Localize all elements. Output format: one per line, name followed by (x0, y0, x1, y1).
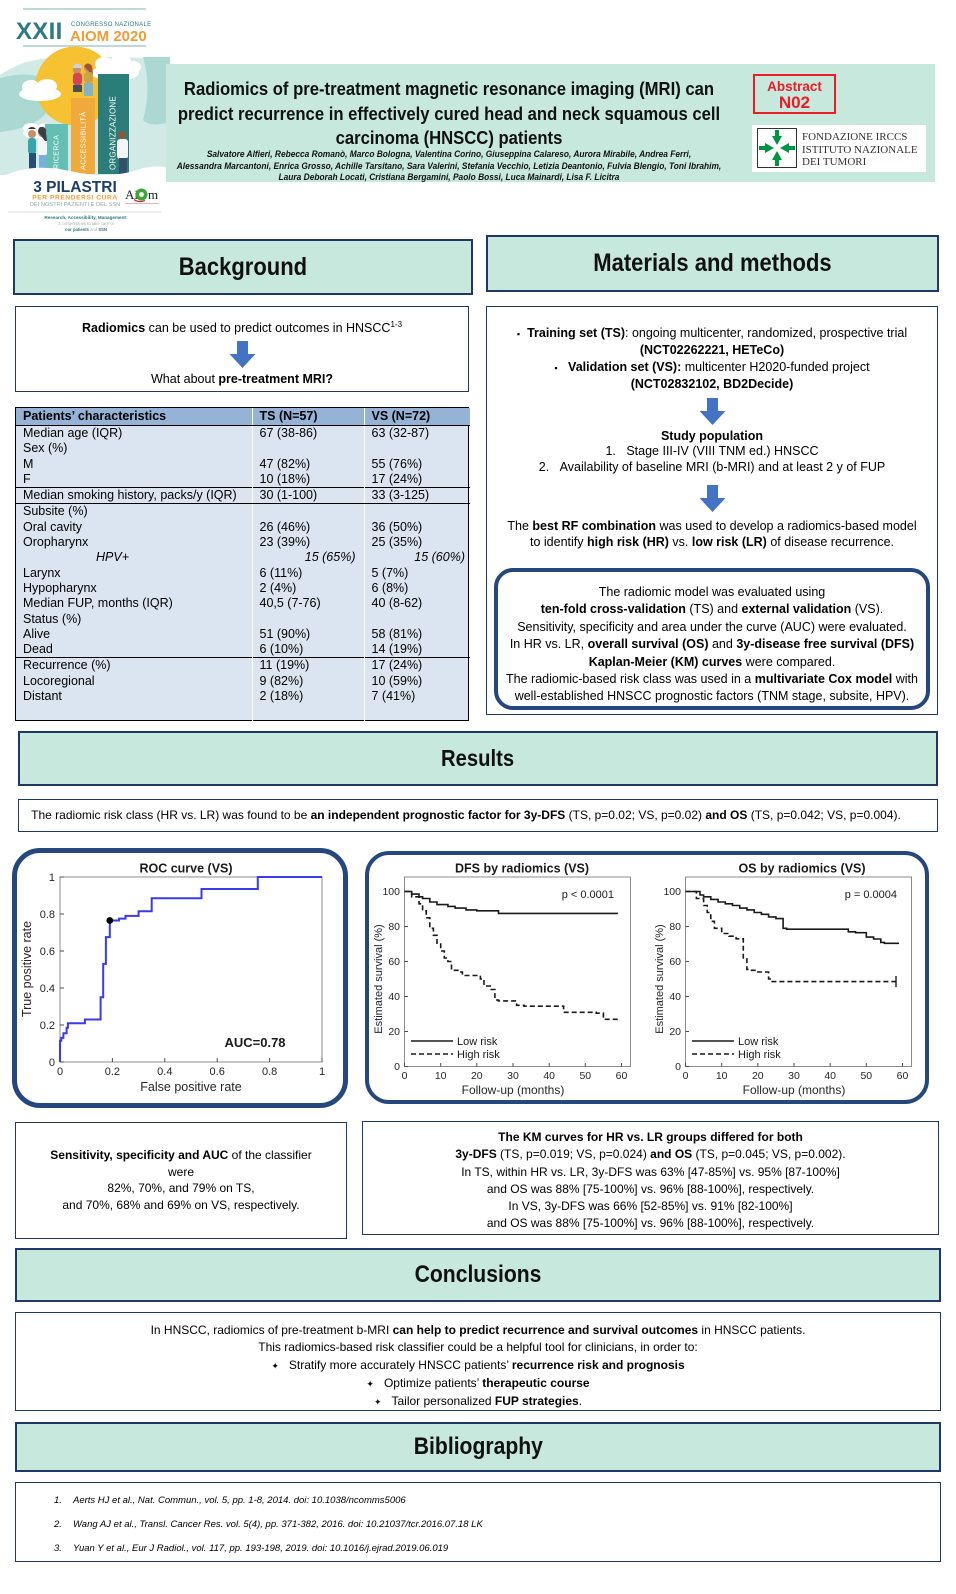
svg-text:Research, Accessibility, Manag: Research, Accessibility, Management: (45, 215, 128, 220)
svg-text:m: m (148, 187, 158, 202)
svg-text:DEI NOSTRI PAZIENTI E DEL SSN: DEI NOSTRI PAZIENTI E DEL SSN (30, 202, 120, 208)
svg-text:0: 0 (49, 1057, 55, 1069)
svg-text:High risk: High risk (738, 1049, 781, 1061)
svg-text:50: 50 (860, 1070, 872, 1082)
svg-text:PER PRENDERSI CURA: PER PRENDERSI CURA (32, 195, 118, 202)
svg-text:0.8: 0.8 (40, 909, 55, 921)
svg-text:XXII: XXII (16, 18, 63, 45)
svg-text:1: 1 (319, 1066, 325, 1078)
svg-text:0.2: 0.2 (105, 1066, 120, 1078)
svg-text:ROC curve (VS): ROC curve (VS) (139, 862, 232, 876)
svg-text:Follow-up (months): Follow-up (months) (743, 1083, 846, 1097)
svg-text:20: 20 (471, 1070, 483, 1082)
svg-text:OS by radiomics (VS): OS by radiomics (VS) (738, 862, 865, 876)
svg-text:High risk: High risk (457, 1049, 500, 1061)
svg-text:60: 60 (388, 956, 400, 968)
svg-text:10: 10 (435, 1070, 447, 1082)
svg-text:ACCESSIBILITÀ: ACCESSIBILITÀ (79, 112, 88, 170)
svg-text:True positive rate: True positive rate (20, 921, 34, 1017)
svg-text:0.6: 0.6 (40, 946, 55, 958)
svg-text:100: 100 (663, 886, 681, 898)
svg-text:60: 60 (616, 1070, 628, 1082)
svg-text:p < 0.0001: p < 0.0001 (562, 889, 614, 901)
svg-text:0: 0 (683, 1070, 689, 1082)
svg-text:0: 0 (675, 1061, 681, 1073)
svg-text:AUC=0.78: AUC=0.78 (224, 1035, 285, 1050)
svg-text:DFS by radiomics (VS): DFS by radiomics (VS) (455, 862, 589, 876)
svg-text:50: 50 (579, 1070, 591, 1082)
svg-text:0: 0 (57, 1066, 63, 1078)
svg-text:60: 60 (897, 1070, 909, 1082)
svg-text:p = 0.0004: p = 0.0004 (845, 889, 897, 901)
svg-text:3 PILASTRI: 3 PILASTRI (33, 179, 117, 196)
svg-text:ORGANIZZAZIONE: ORGANIZZAZIONE (109, 96, 118, 170)
svg-text:0: 0 (394, 1061, 400, 1073)
svg-text:3 cornerstones to take care of: 3 cornerstones to take care of (58, 221, 114, 226)
svg-text:our patients and SSN: our patients and SSN (65, 227, 107, 232)
svg-text:80: 80 (388, 921, 400, 933)
svg-text:Estimated survival (%): Estimated survival (%) (373, 924, 385, 1033)
svg-text:0.6: 0.6 (210, 1066, 225, 1078)
svg-text:30: 30 (788, 1070, 800, 1082)
svg-text:CONGRESSO NAZIONALE: CONGRESSO NAZIONALE (71, 22, 151, 28)
svg-text:20: 20 (669, 1026, 681, 1038)
svg-text:80: 80 (669, 921, 681, 933)
svg-text:Ai: Ai (125, 187, 138, 202)
svg-text:30: 30 (507, 1070, 519, 1082)
svg-text:0.4: 0.4 (40, 983, 55, 995)
svg-text:40: 40 (543, 1070, 555, 1082)
svg-text:100: 100 (382, 886, 400, 898)
svg-text:40: 40 (824, 1070, 836, 1082)
svg-text:0.4: 0.4 (157, 1066, 172, 1078)
svg-text:10: 10 (716, 1070, 728, 1082)
svg-text:Follow-up (months): Follow-up (months) (462, 1083, 565, 1097)
svg-text:20: 20 (752, 1070, 764, 1082)
svg-text:1: 1 (49, 872, 55, 884)
svg-text:40: 40 (388, 991, 400, 1003)
svg-text:20: 20 (388, 1026, 400, 1038)
svg-text:RICERCA: RICERCA (54, 135, 61, 169)
svg-text:0.2: 0.2 (40, 1020, 55, 1032)
svg-text:0: 0 (402, 1070, 408, 1082)
svg-text:0.8: 0.8 (262, 1066, 277, 1078)
svg-text:AIOM 2020: AIOM 2020 (70, 28, 147, 45)
svg-text:Estimated survival (%): Estimated survival (%) (654, 924, 666, 1033)
svg-text:False positive rate: False positive rate (140, 1080, 241, 1094)
svg-text:60: 60 (669, 956, 681, 968)
svg-text:40: 40 (669, 991, 681, 1003)
svg-text:Low risk: Low risk (457, 1036, 498, 1048)
svg-text:Low risk: Low risk (738, 1036, 779, 1048)
